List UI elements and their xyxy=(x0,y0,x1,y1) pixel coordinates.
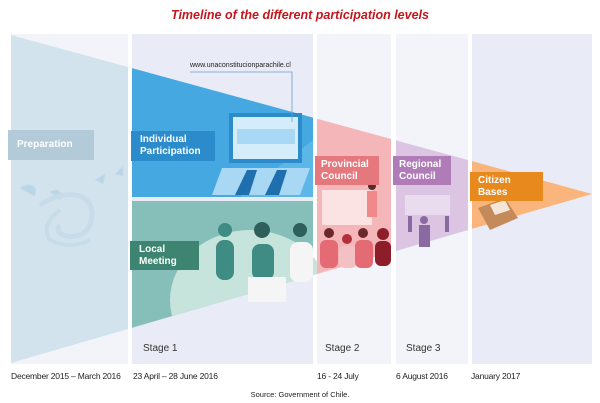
date-stage-2: 16 - 24 July xyxy=(317,371,359,381)
label-local-meeting: Local Meeting xyxy=(130,241,199,270)
website-url[interactable]: www.unaconstitucionparachile.cl xyxy=(190,62,291,69)
label-text: Regional Council xyxy=(399,158,442,182)
label-citizen-bases: Citizen Bases xyxy=(470,172,543,201)
ballot-box-icon xyxy=(478,198,518,230)
label-regional-council: Regional Council xyxy=(393,156,451,185)
label-text: Provincial Council xyxy=(321,158,369,182)
stage-3: Stage 3 xyxy=(406,343,441,354)
label-text: Citizen Bases xyxy=(478,174,511,198)
stage-1: Stage 1 xyxy=(143,343,178,354)
date-stage-3: 6 August 2016 xyxy=(396,371,448,381)
date-stage-1: 23 April – 28 June 2016 xyxy=(133,371,218,381)
preparation-area xyxy=(11,35,128,363)
label-text: Local Meeting xyxy=(139,243,177,267)
date-citizen-bases: January 2017 xyxy=(471,371,521,381)
date-preparation: December 2015 – March 2016 xyxy=(11,371,121,381)
label-provincial-council: Provincial Council xyxy=(315,156,379,185)
audience-icon xyxy=(320,182,391,268)
label-individual-participation: Individual Participation xyxy=(131,131,215,161)
birds-icon xyxy=(19,164,124,247)
label-text: Preparation xyxy=(17,139,73,150)
regional-people-icon xyxy=(408,216,449,247)
label-preparation: Preparation xyxy=(8,130,94,160)
url-connector xyxy=(190,71,293,122)
diagram-title: Timeline of the different participation … xyxy=(171,8,429,22)
stage-2: Stage 2 xyxy=(325,343,360,354)
source-note: Source: Government of Chile. xyxy=(250,390,350,399)
people-icon xyxy=(216,222,313,302)
label-text: Individual Participation xyxy=(140,134,201,157)
laptop-icon xyxy=(212,113,310,195)
